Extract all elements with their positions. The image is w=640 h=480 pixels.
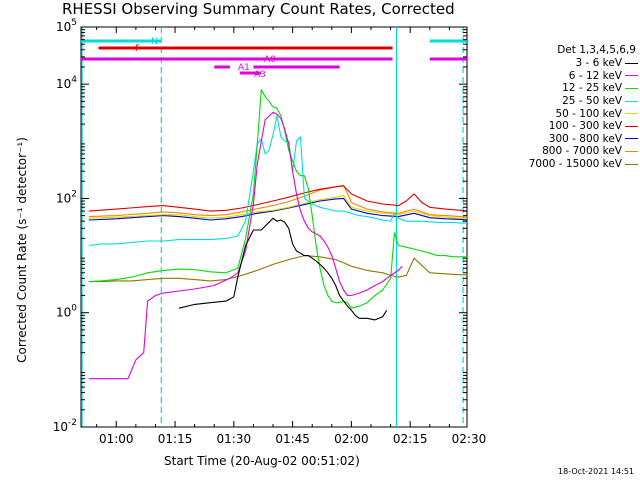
x-tick-label-3: 01:45 bbox=[275, 432, 310, 446]
x-tick-label-0: 01:00 bbox=[99, 432, 134, 446]
series-line-100-300-kev bbox=[88, 185, 468, 212]
legend-entry: 6 - 12 keV bbox=[478, 70, 638, 83]
attenuator-bars: N F A0 A1 A3 bbox=[81, 37, 467, 80]
legend-label: 25 - 50 keV bbox=[562, 95, 622, 108]
vertical-markers bbox=[81, 27, 464, 427]
legend-swatch bbox=[625, 138, 638, 140]
legend-entry: 300 - 800 keV bbox=[478, 133, 638, 146]
x-tick-label-2: 01:30 bbox=[217, 432, 252, 446]
legend-swatch bbox=[625, 125, 638, 127]
legend-swatch bbox=[625, 87, 638, 89]
x-axis-label: Start Time (20-Aug-02 00:51:02) bbox=[164, 454, 360, 468]
a0-dot-0 bbox=[305, 57, 308, 61]
x-axis-ticks: 01:00 01:15 01:30 01:45 02:00 02:15 02:30 bbox=[96, 27, 487, 446]
legend-swatch bbox=[625, 150, 638, 152]
series-line-300-800-kev bbox=[88, 197, 468, 221]
series-line-50-100-kev bbox=[88, 195, 467, 219]
x-tick-label-6: 02:30 bbox=[452, 432, 487, 446]
legend-entry: 25 - 50 keV bbox=[478, 95, 638, 108]
legend-entry: 12 - 25 keV bbox=[478, 82, 638, 95]
plot-border bbox=[80, 26, 468, 428]
legend-entry: 800 - 7000 keV bbox=[478, 145, 638, 158]
y-tick-label-1: 100 bbox=[56, 304, 77, 320]
y-tick-label-0: 10-2 bbox=[53, 418, 77, 434]
legend-entry: 7000 - 15000 keV bbox=[478, 158, 638, 171]
legend: Det 1,3,4,5,6,9 3 - 6 keV 6 - 12 keV 12 - … bbox=[478, 44, 638, 170]
legend-label: 3 - 6 keV bbox=[575, 57, 622, 70]
x-tick-label-1: 01:15 bbox=[158, 432, 193, 446]
legend-entry: 50 - 100 keV bbox=[478, 107, 638, 120]
a0-dot-1 bbox=[323, 57, 326, 61]
series-line-25-50-kev bbox=[88, 115, 467, 247]
legend-label: 100 - 300 keV bbox=[548, 120, 622, 133]
legend-label: 6 - 12 keV bbox=[568, 69, 622, 82]
series-line-3-6-kev bbox=[178, 217, 388, 321]
x-tick-label-5: 02:15 bbox=[393, 432, 428, 446]
bar-label-A0: A0 bbox=[264, 55, 276, 65]
legend-entry: 100 - 300 keV bbox=[478, 120, 638, 133]
bar-label-A3: A3 bbox=[254, 70, 266, 80]
y-tick-label-2: 102 bbox=[56, 189, 77, 205]
legend-label: 300 - 800 keV bbox=[548, 132, 622, 145]
legend-label: 12 - 25 keV bbox=[562, 82, 622, 95]
legend-swatch bbox=[625, 62, 638, 64]
x-tick-label-4: 02:00 bbox=[334, 432, 369, 446]
bar-label-F: F bbox=[135, 44, 140, 54]
y-tick-label-4: 105 bbox=[56, 18, 77, 34]
legend-swatch bbox=[625, 100, 638, 102]
legend-swatch bbox=[625, 75, 638, 77]
legend-title: Det 1,3,4,5,6,9 bbox=[557, 44, 636, 56]
legend-label: 800 - 7000 keV bbox=[542, 145, 622, 158]
y-tick-label-3: 104 bbox=[56, 75, 77, 91]
legend-entry: 3 - 6 keV bbox=[478, 57, 638, 70]
legend-label: 50 - 100 keV bbox=[555, 107, 622, 120]
legend-label: 7000 - 15000 keV bbox=[528, 158, 622, 171]
series-line-7000-15000-kev bbox=[88, 255, 467, 283]
timestamp: 18-Oct-2021 14:51 bbox=[558, 467, 634, 476]
bar-label-A1: A1 bbox=[238, 63, 250, 73]
series-line-12-25-kev bbox=[88, 89, 467, 309]
legend-swatch bbox=[625, 113, 638, 115]
series-lines bbox=[88, 89, 468, 380]
series-line-6-12-kev bbox=[88, 111, 403, 380]
plot-frame bbox=[80, 26, 468, 428]
legend-swatch bbox=[625, 163, 638, 165]
y-axis-ticks: 10-2 100 102 104 105 bbox=[53, 18, 467, 434]
chart-title: RHESSI Observing Summary Count Rates, Co… bbox=[62, 0, 455, 18]
legend-rows: 3 - 6 keV 6 - 12 keV 12 - 25 keV 25 - 50 ke… bbox=[478, 57, 638, 170]
bar-label-N: N bbox=[151, 37, 158, 47]
